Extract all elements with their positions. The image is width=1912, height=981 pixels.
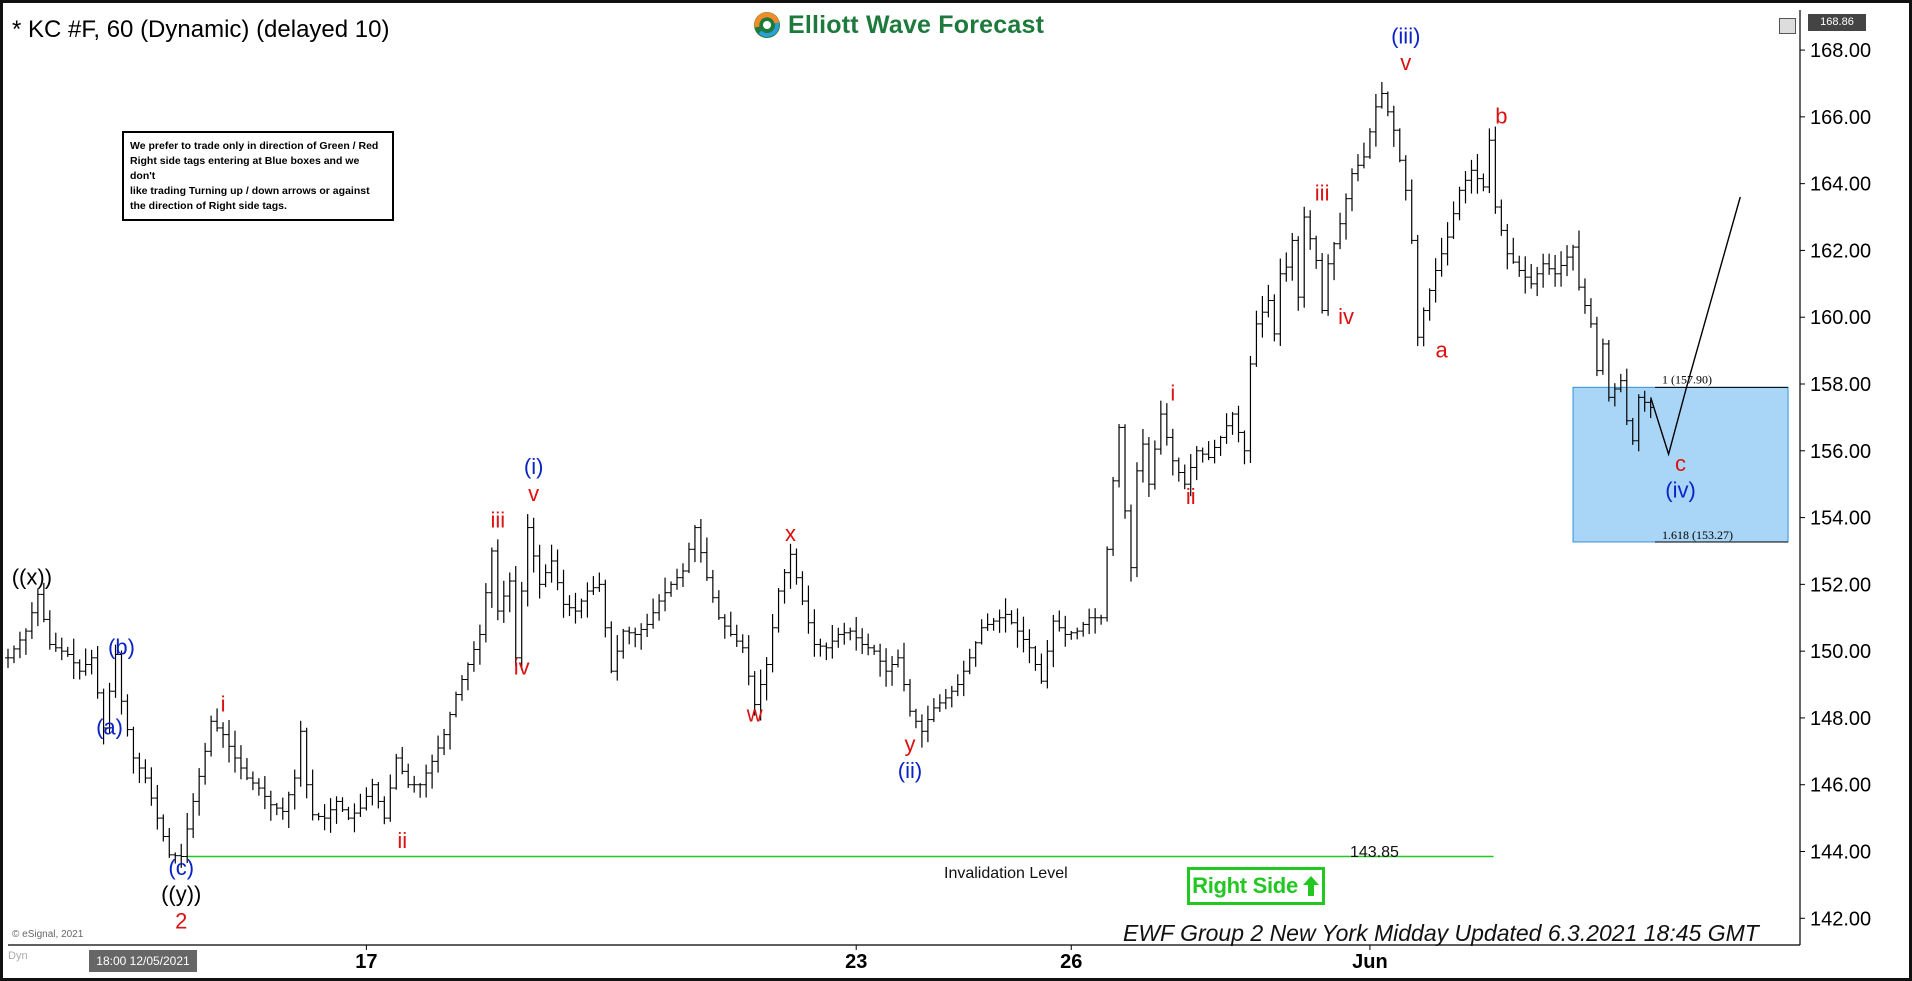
- wave-label: y: [904, 731, 915, 756]
- right-side-tag: Right Side: [1187, 867, 1325, 905]
- note-line: Right side tags entering at Blue boxes a…: [130, 155, 360, 182]
- y-tick-label: 158.00: [1810, 374, 1871, 396]
- wave-label: ii: [397, 828, 407, 853]
- wave-label: c: [1675, 451, 1686, 476]
- window-restore-icon[interactable]: [1779, 18, 1796, 34]
- x-tick-label: 26: [1060, 951, 1082, 973]
- wave-label: ((y)): [161, 882, 201, 907]
- right-side-label: Right Side: [1192, 873, 1298, 898]
- wave-label: ii: [1186, 484, 1196, 509]
- wave-label: (a): [96, 715, 123, 740]
- wave-label: (ii): [898, 758, 922, 783]
- price-axis: 142.00 144.00 146.00 148.00 150.00 152.00 154.…: [1800, 40, 1871, 930]
- wave-label: (c): [168, 855, 194, 880]
- box-lower-label: 1.618 (153.27): [1662, 528, 1733, 542]
- target-blue-box: 1 (157.90) 1.618 (153.27): [1572, 372, 1789, 543]
- wave-label: (b): [108, 634, 135, 659]
- x-tick-label: 17: [355, 951, 377, 973]
- wave-label: 2: [175, 908, 187, 933]
- y-tick-label: 160.00: [1810, 307, 1871, 329]
- time-axis: 17 23 26 Jun: [355, 945, 1388, 973]
- y-tick-label: 166.00: [1810, 107, 1871, 129]
- y-tick-label: 148.00: [1810, 708, 1871, 730]
- wave-label: v: [1400, 50, 1411, 75]
- y-tick-label: 150.00: [1810, 641, 1871, 663]
- invalidation-label: Invalidation Level: [944, 865, 1068, 882]
- wave-label: w: [746, 701, 763, 726]
- wave-label: v: [528, 481, 539, 506]
- wave-label: i: [221, 691, 226, 716]
- y-tick-label: 144.00: [1810, 842, 1871, 864]
- wave-label: iii: [490, 508, 505, 533]
- chart-title: * KC #F, 60 (Dynamic) (delayed 10): [12, 16, 390, 43]
- wave-label: (iv): [1665, 478, 1696, 503]
- wave-label: iv: [514, 655, 530, 680]
- invalidation-value: 143.85: [1350, 844, 1399, 861]
- wave-label: b: [1495, 104, 1507, 129]
- y-tick-label: 164.00: [1810, 174, 1871, 196]
- box-upper-label: 1 (157.90): [1662, 372, 1712, 386]
- wave-label: ((x)): [12, 564, 52, 589]
- target-box: [1572, 386, 1789, 543]
- last-price-badge: 168.86: [1808, 14, 1866, 31]
- note-line: We prefer to trade only in direction of …: [130, 140, 379, 152]
- dyn-label: Dyn: [8, 950, 28, 962]
- up-arrow-icon: [1302, 876, 1319, 896]
- wave-label: (iii): [1391, 23, 1420, 48]
- y-tick-label: 146.00: [1810, 775, 1871, 797]
- y-tick-label: 154.00: [1810, 508, 1871, 530]
- wave-label: i: [1170, 381, 1175, 406]
- logo-text: Elliott Wave Forecast: [788, 10, 1045, 39]
- wave-labels: ((x))(b)(a)(c)((y))2iiiiiiiv(i)vwxy(ii)i…: [12, 23, 1696, 933]
- ohlc-bars: [5, 81, 1654, 868]
- y-tick-label: 152.00: [1810, 574, 1871, 596]
- wave-label: (i): [524, 454, 544, 479]
- trading-note: We prefer to trade only in direction of …: [122, 131, 394, 221]
- projection-path: [1649, 196, 1741, 457]
- wave-label: iv: [1338, 304, 1354, 329]
- x-tick-label: Jun: [1352, 951, 1388, 973]
- y-tick-label: 162.00: [1810, 240, 1871, 262]
- x-tick-label: 23: [845, 951, 867, 973]
- wave-label: iii: [1315, 180, 1330, 205]
- wave-label: x: [785, 521, 796, 546]
- esignal-credit: © eSignal, 2021: [12, 929, 84, 940]
- plot-area: [8, 10, 1801, 946]
- projection-line: [1649, 196, 1741, 457]
- y-tick-label: 156.00: [1810, 441, 1871, 463]
- note-line: like trading Turning up / down arrows or…: [130, 185, 370, 197]
- y-tick-label: 142.00: [1810, 908, 1871, 930]
- y-tick-label: 168.00: [1810, 40, 1871, 62]
- wave-label: a: [1435, 337, 1448, 362]
- update-footer: EWF Group 2 New York Midday Updated 6.3.…: [1123, 920, 1759, 946]
- brand-logo: Elliott Wave Forecast: [752, 10, 1044, 40]
- cursor-date-badge: 18:00 12/05/2021: [89, 950, 197, 972]
- note-line: the direction of Right side tags.: [130, 200, 287, 212]
- logo-swirl-icon: [754, 12, 780, 38]
